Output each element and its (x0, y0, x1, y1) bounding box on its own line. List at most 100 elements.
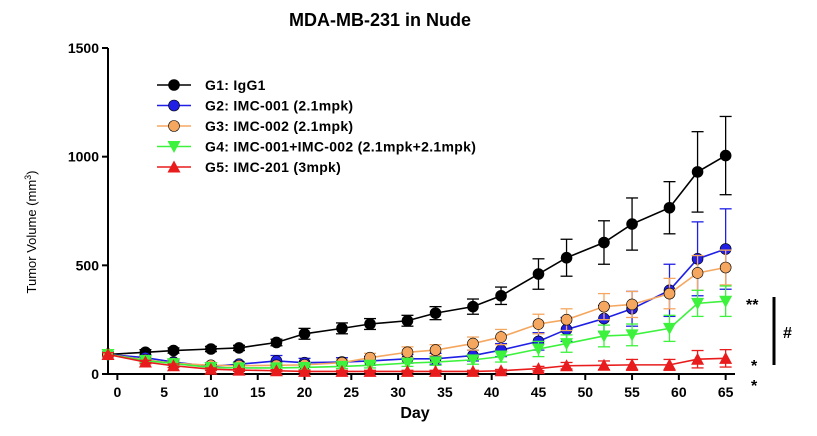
y-tick-label: 1000 (68, 149, 99, 165)
legend-label: G2: IMC-001 (2.1mpk) (205, 98, 353, 114)
annotation-bracket-mark: # (783, 325, 792, 342)
data-point (298, 364, 312, 377)
data-point (205, 343, 217, 355)
legend-entry: G1: IgG1 (157, 77, 266, 93)
x-tick-label: 40 (484, 384, 500, 400)
data-point (270, 336, 283, 349)
data-point (167, 359, 181, 372)
x-tick-label: 15 (250, 384, 266, 400)
data-point (597, 358, 611, 371)
annotation-g4-significance: ** (746, 297, 759, 314)
y-tick-label: 500 (76, 257, 100, 273)
significance-annotations: ** * * # (746, 297, 792, 395)
legend-label: G3: IMC-002 (2.1mpk) (205, 118, 353, 134)
x-tick-label: 0 (113, 384, 121, 400)
data-point (335, 364, 349, 377)
data-point (364, 318, 376, 330)
x-tick-label: 45 (531, 384, 547, 400)
data-point (625, 358, 639, 371)
data-point (400, 364, 414, 377)
x-tick-label: 10 (203, 384, 219, 400)
data-point (560, 338, 574, 351)
data-point (401, 346, 414, 359)
x-tick-label: 30 (390, 384, 406, 400)
legend-label: G5: IMC-201 (3mpk) (205, 159, 341, 175)
data-point (429, 356, 443, 369)
legend: G1: IgG1 G2: IMC-001 (2.1mpk) G3: IMC-002 … (157, 77, 476, 175)
data-point (232, 363, 246, 376)
y-axis-label-main: Tumor Volume (mm (24, 180, 39, 294)
data-point (204, 362, 218, 375)
data-point (719, 351, 733, 364)
series-line (107, 266, 726, 367)
data-point (560, 251, 573, 264)
y-tick-label: 1500 (68, 40, 99, 56)
data-point (625, 329, 639, 342)
data-point (560, 313, 573, 326)
annotation-g2-significance: * (751, 378, 758, 395)
data-point (662, 358, 676, 371)
x-tick-label: 35 (437, 384, 453, 400)
x-tick-label: 60 (671, 384, 687, 400)
legend-marker (168, 120, 180, 132)
series-4 (101, 285, 733, 375)
legend-marker (168, 79, 180, 91)
data-point (598, 236, 610, 249)
x-tick-label: 5 (160, 384, 168, 400)
legend-label: G1: IgG1 (205, 77, 266, 93)
data-point (598, 300, 610, 313)
legend-entry: G5: IMC-201 (3mpk) (157, 159, 341, 175)
data-point (467, 300, 479, 313)
data-point (495, 331, 507, 343)
series-layer (101, 115, 733, 377)
data-point (495, 289, 507, 302)
data-point (597, 330, 611, 343)
data-point (691, 297, 705, 310)
data-point (429, 307, 442, 319)
data-point (719, 261, 732, 274)
data-point (336, 322, 348, 335)
y-tick-label: 0 (91, 366, 99, 382)
axes: 0 500 1000 1500 0 5 10 15 20 25 30 35 40 45 50 55 60 65 (68, 40, 735, 400)
series-1 (102, 115, 732, 361)
data-point (401, 314, 414, 327)
legend-marker (168, 99, 180, 112)
svg-text:Tumor Volume (mm3): Tumor Volume (mm3) (23, 170, 39, 293)
data-point (466, 364, 480, 377)
data-point (429, 344, 442, 356)
x-tick-label: 50 (577, 384, 593, 400)
data-point (363, 364, 377, 377)
data-point (167, 344, 180, 357)
data-point (626, 298, 638, 311)
data-point (269, 364, 283, 377)
data-point (560, 359, 574, 372)
y-axis-label: Tumor Volume (mm3) (23, 170, 39, 293)
legend-marker (167, 160, 181, 173)
data-point (662, 322, 676, 335)
x-tick-label: 20 (297, 384, 313, 400)
data-point (532, 268, 545, 280)
legend-entry: G3: IMC-002 (2.1mpk) (157, 118, 353, 134)
series-line (107, 353, 726, 373)
data-point (691, 267, 704, 279)
data-point (400, 357, 414, 370)
annotation-g5-significance: * (751, 358, 758, 375)
data-point (233, 342, 245, 354)
y-axis-label-sup: 3 (23, 175, 33, 180)
chart-title: MDA-MB-231 in Nude (289, 10, 471, 30)
legend-entry: G4: IMC-001+IMC-002 (2.1mpk+2.1mpk) (157, 139, 476, 155)
data-point (494, 351, 508, 364)
data-point (466, 354, 480, 367)
data-point (719, 295, 733, 308)
legend-entry: G2: IMC-001 (2.1mpk) (157, 98, 353, 114)
x-tick-label: 55 (624, 384, 640, 400)
data-point (531, 362, 545, 375)
data-point (691, 352, 705, 365)
x-axis-label: Day (400, 405, 429, 422)
series-2 (102, 208, 732, 373)
data-point (532, 318, 545, 330)
x-tick-label: 25 (344, 384, 360, 400)
data-point (719, 149, 732, 162)
data-point (626, 218, 638, 230)
